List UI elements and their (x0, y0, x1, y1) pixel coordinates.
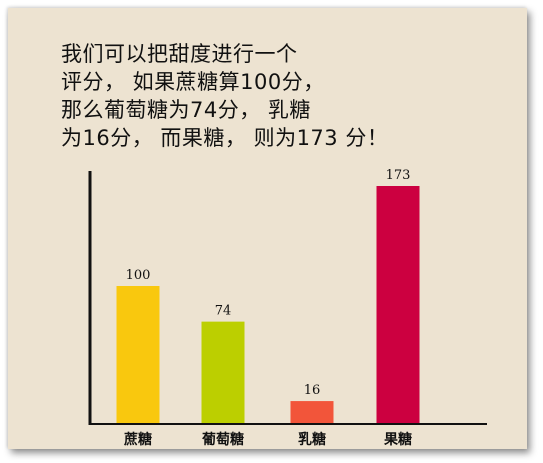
description-line-4: 为16分， 而果糖， 则为173 分！ (61, 126, 389, 150)
value-label-1: 100 (126, 268, 151, 283)
category-label-4: 果糖 (383, 431, 412, 448)
description-text: 我们可以把甜度进行一个 评分， 如果蔗糖算100分， 那么葡萄糖为74分， 乳糖… (61, 40, 511, 152)
description-line-2: 评分， 如果蔗糖算100分， (61, 70, 325, 94)
bar-2 (201, 321, 245, 423)
bar-4 (376, 186, 420, 423)
category-label-1: 蔗糖 (123, 431, 152, 448)
slide-card (8, 8, 527, 449)
category-label-2: 葡萄糖 (201, 431, 244, 448)
bar-1 (116, 286, 160, 423)
description-line-3: 那么葡萄糖为74分， 乳糖 (61, 98, 311, 122)
category-label-3: 乳糖 (298, 431, 326, 448)
value-label-4: 173 (386, 168, 411, 183)
value-label-2: 74 (215, 304, 232, 319)
value-label-3: 16 (304, 383, 321, 398)
bar-3 (290, 401, 334, 423)
description-line-1: 我们可以把甜度进行一个 (61, 42, 298, 66)
